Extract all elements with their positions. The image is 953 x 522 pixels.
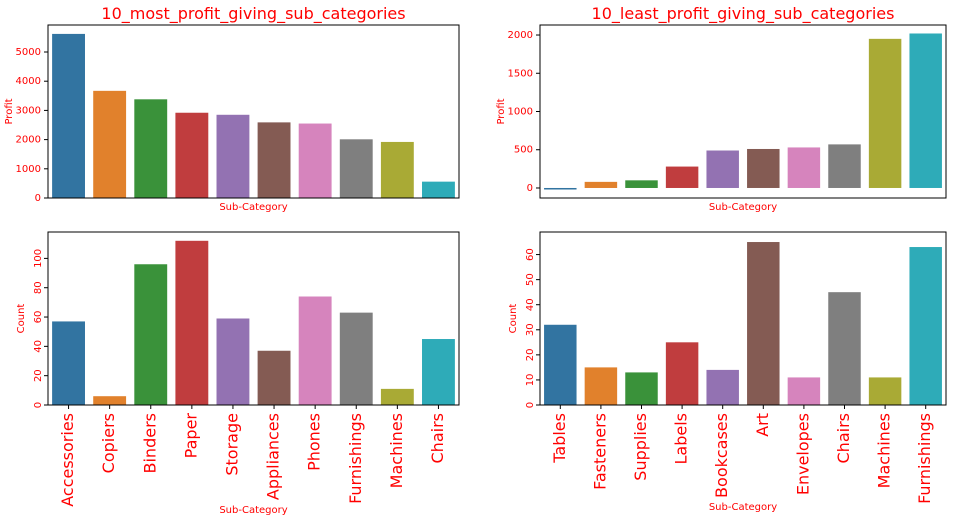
bar [257, 122, 291, 198]
y-tick-label: 2000 [508, 30, 533, 41]
y-tick-label: 1500 [508, 68, 533, 79]
y-tick-label: 500 [514, 145, 533, 156]
bar [544, 324, 577, 405]
bar [422, 181, 455, 198]
bar [298, 296, 332, 405]
bar [868, 38, 902, 188]
x-tick-label: Supplies [631, 413, 650, 481]
bar [422, 339, 455, 405]
chart-title: 10_most_profit_giving_sub_categories [101, 4, 405, 24]
y-tick-label: 4000 [16, 76, 41, 87]
y-tick-label: 10 [525, 374, 536, 387]
x-tick-label: Fasteners [590, 413, 609, 490]
x-tick-label: Furnishings [346, 413, 365, 504]
y-tick-label: 0 [527, 183, 533, 194]
x-tick-label: Labels [672, 413, 691, 465]
x-tick-label: Copiers [99, 413, 118, 473]
y-tick-label: 0 [33, 402, 44, 408]
axes-frame [539, 24, 947, 199]
y-tick-label: 1000 [16, 164, 41, 175]
bar [706, 150, 739, 188]
bar [584, 181, 618, 188]
bar [665, 166, 699, 188]
x-tick-label: Tables [550, 413, 569, 464]
bar [828, 144, 861, 188]
bar [93, 396, 127, 405]
y-tick-label: 20 [525, 348, 536, 361]
axes-frame [47, 24, 460, 199]
y-tick-label: 1000 [508, 107, 533, 118]
bar [909, 247, 942, 405]
x-tick-label: Binders [140, 413, 159, 473]
y-tick-label: 2000 [16, 135, 41, 146]
y-tick-label: 0 [525, 402, 536, 408]
bar [706, 369, 739, 405]
chart-title: 10_least_profit_giving_sub_categories [592, 4, 895, 24]
y-axis-label: Count [16, 304, 27, 334]
bar [380, 388, 414, 405]
x-tick-label: Paper [181, 413, 200, 459]
bar [216, 114, 250, 198]
y-tick-label: 3000 [16, 105, 41, 116]
x-axis-label: Sub-Category [219, 505, 287, 516]
x-tick-label: Furnishings [915, 413, 934, 504]
y-tick-label: 40 [525, 298, 536, 311]
bar [665, 342, 699, 405]
x-tick-label: Envelopes [793, 413, 812, 495]
x-tick-label: Phones [305, 413, 324, 471]
bar [93, 90, 127, 198]
bar [828, 292, 861, 405]
x-axis-label: Sub-Category [709, 502, 777, 513]
y-tick-label: 40 [33, 340, 44, 353]
x-tick-label: Appliances [264, 413, 283, 500]
bar [339, 139, 373, 198]
bar [787, 147, 821, 188]
axes-frame [539, 231, 947, 406]
bar [298, 123, 332, 198]
x-tick-label: Accessories [58, 413, 77, 507]
x-tick-label: Machines [875, 413, 894, 488]
bar [909, 33, 942, 188]
y-tick-label: 80 [33, 281, 44, 294]
x-tick-label: Chairs [428, 413, 447, 463]
x-tick-label: Machines [387, 413, 406, 488]
bar [52, 321, 85, 405]
bar [339, 312, 373, 405]
y-tick-label: 5000 [16, 47, 41, 58]
bar [175, 240, 209, 405]
bar [747, 148, 780, 188]
y-tick-label: 20 [33, 369, 44, 382]
bar [868, 377, 902, 405]
y-tick-label: 60 [33, 311, 44, 324]
bar [584, 367, 618, 405]
y-tick-label: 100 [33, 249, 44, 268]
bar [175, 112, 209, 198]
x-axis-label: Sub-Category [219, 202, 287, 213]
bar [257, 350, 291, 405]
y-tick-label: 50 [525, 273, 536, 286]
bar [216, 318, 250, 405]
bar [625, 180, 658, 188]
bar [625, 372, 658, 405]
y-tick-label: 30 [525, 323, 536, 336]
x-tick-label: Art [753, 413, 772, 437]
x-tick-label: Storage [222, 413, 241, 476]
bar [747, 242, 780, 405]
x-axis-label: Sub-Category [709, 202, 777, 213]
x-tick-label: Chairs [834, 413, 853, 463]
y-axis-label: Profit [4, 98, 15, 124]
x-tick-label: Bookcases [712, 413, 731, 498]
bar [52, 33, 85, 198]
bar [134, 99, 168, 198]
y-tick-label: 0 [35, 193, 41, 204]
bar [787, 377, 821, 405]
bar [380, 141, 414, 198]
axes-frame [47, 231, 460, 406]
y-axis-label: Count [508, 304, 519, 334]
y-tick-label: 60 [525, 248, 536, 261]
y-axis-label: Profit [496, 98, 507, 124]
bar [134, 264, 168, 405]
bar [544, 187, 577, 190]
